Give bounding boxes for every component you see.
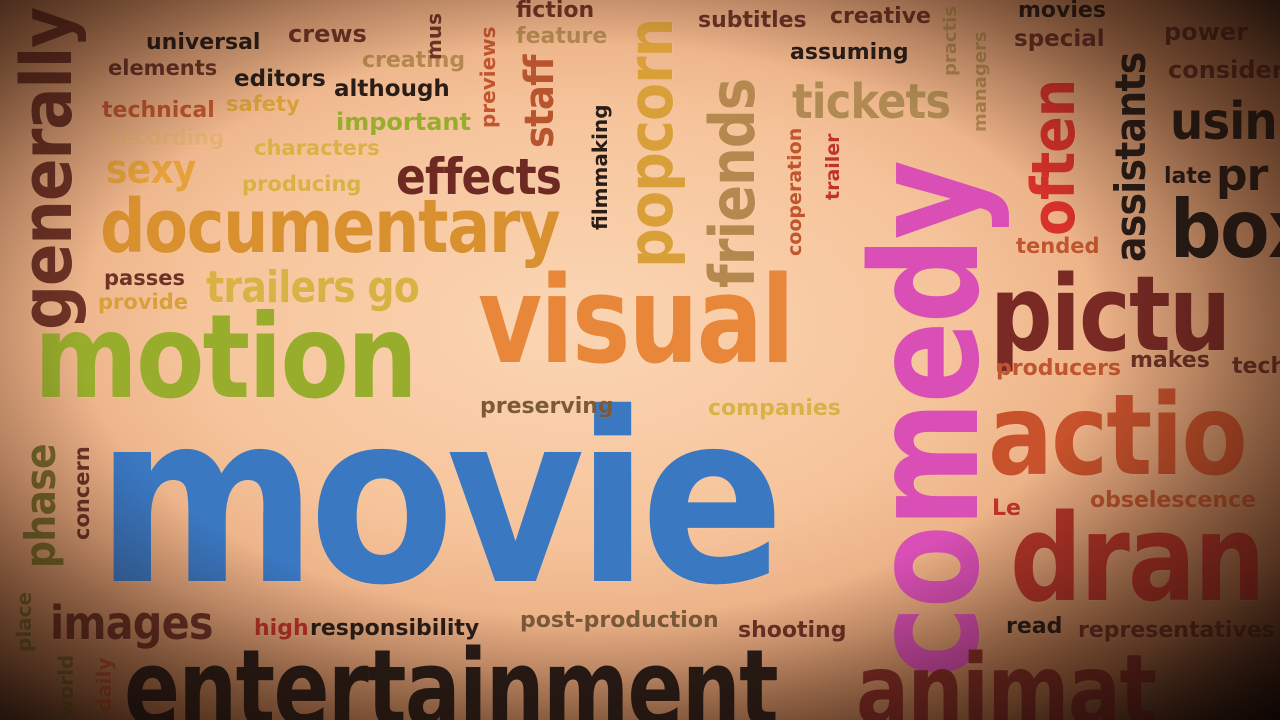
word-often: often <box>1019 79 1089 236</box>
word-trailers-go: trailers go <box>206 262 420 313</box>
word-assistants: assistants <box>1106 52 1155 263</box>
word-obselescence: obselescence <box>1090 488 1257 513</box>
word-drama: dran <box>1010 490 1266 629</box>
word-high: high <box>254 616 309 641</box>
word-fiction: fiction <box>516 0 595 23</box>
word-provide: provide <box>98 290 188 314</box>
word-filmmaking: filmmaking <box>588 104 612 230</box>
word-post-production: post-production <box>520 608 719 633</box>
word-popcorn: popcorn <box>614 18 687 269</box>
word-animation: animat <box>856 634 1157 720</box>
word-late: late <box>1164 164 1212 189</box>
word-sexy: sexy <box>106 147 196 193</box>
word-action: actio <box>988 371 1248 501</box>
word-passes: passes <box>104 266 185 290</box>
word-using: usin <box>1170 92 1278 152</box>
word-safety: safety <box>226 92 300 116</box>
word-technical: technical <box>102 98 215 123</box>
word-read: read <box>1006 614 1063 639</box>
word-important: important <box>336 108 471 136</box>
word-practis: practis <box>940 5 961 76</box>
word-movies: movies <box>1018 0 1106 23</box>
word-elements: elements <box>108 56 218 80</box>
word-images: images <box>50 596 213 650</box>
word-pr: pr <box>1216 150 1268 201</box>
word-trailer: trailer <box>822 133 844 200</box>
word-representatives: representatives <box>1078 618 1275 643</box>
word-creative: creative <box>830 4 931 29</box>
word-power: power <box>1164 18 1248 46</box>
word-makes: makes <box>1130 348 1210 373</box>
word-place: place <box>12 591 36 652</box>
word-consider: consider <box>1168 56 1280 84</box>
word-mus: mus <box>422 13 446 60</box>
word-subtitles: subtitles <box>698 8 807 33</box>
word-responsibility: responsibility <box>310 616 480 641</box>
word-effects: effects <box>396 148 562 206</box>
word-cooperation: cooperation <box>784 127 806 256</box>
word-special: special <box>1014 26 1105 52</box>
word-producing: producing <box>242 172 362 196</box>
word-shooting: shooting <box>738 618 847 643</box>
word-tech: tech <box>1232 354 1280 379</box>
word-tickets: tickets <box>792 74 951 130</box>
word-companies: companies <box>708 396 841 421</box>
word-feature: feature <box>516 24 608 49</box>
word-recording: recording <box>110 126 225 150</box>
word-generally: generally <box>6 8 88 331</box>
word-world: world <box>54 654 78 718</box>
word-universal: universal <box>146 30 261 55</box>
word-tended: tended <box>1016 234 1100 258</box>
word-characters: characters <box>254 136 380 160</box>
word-le: Le <box>992 496 1021 521</box>
word-phase: phase <box>16 444 65 568</box>
word-producers: producers <box>996 356 1122 381</box>
word-concern: concern <box>70 446 94 540</box>
word-comedy: comedy <box>840 162 1012 678</box>
word-crews: crews <box>288 20 367 48</box>
word-creating: creating <box>362 48 466 73</box>
word-motion: motion <box>34 290 418 425</box>
word-entertainment: entertainment <box>124 627 779 720</box>
word-managers: managers <box>970 31 991 132</box>
word-daily: daily <box>92 657 116 712</box>
word-previews: previews <box>476 26 500 128</box>
word-preserving: preserving <box>480 394 614 419</box>
word-although: although <box>334 76 450 102</box>
word-assuming: assuming <box>790 40 909 65</box>
word-box: box <box>1170 183 1280 276</box>
word-staff: staff <box>517 55 563 149</box>
word-editors: editors <box>234 66 326 92</box>
word-friends: friends <box>696 78 769 288</box>
